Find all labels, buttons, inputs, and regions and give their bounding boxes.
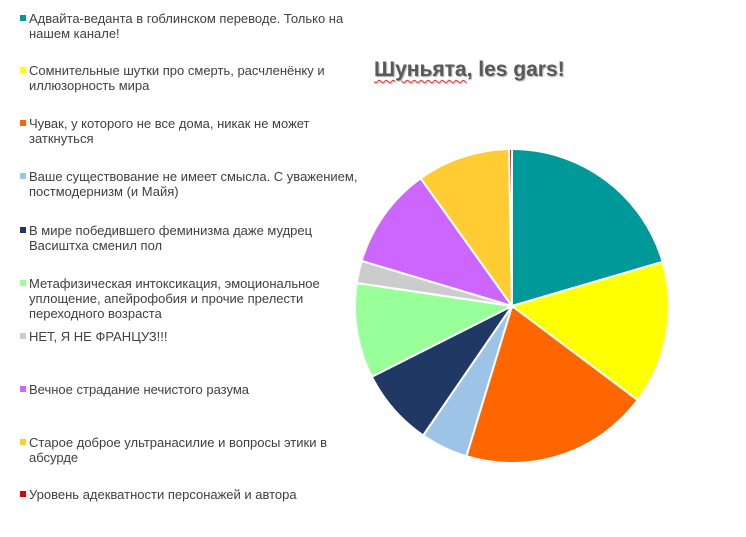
legend-swatch bbox=[20, 333, 26, 339]
legend-label: Уровень адекватности персонажей и автора bbox=[29, 487, 297, 502]
legend-label: В мире победившего феминизма даже мудрец… bbox=[29, 223, 313, 253]
chart-title: Шуньята, les gars! bbox=[374, 58, 565, 82]
legend-item: Вечное страдание нечистого разума bbox=[20, 382, 360, 397]
legend-swatch bbox=[20, 15, 26, 21]
legend-label: Адвайта-веданта в гоблинском переводе. Т… bbox=[29, 11, 344, 41]
legend-swatch bbox=[20, 280, 26, 286]
legend-item: Ваше существование не имеет смысла. С ув… bbox=[20, 169, 360, 199]
legend-item: Адвайта-веданта в гоблинском переводе. Т… bbox=[20, 11, 360, 41]
legend-swatch bbox=[20, 120, 26, 126]
legend-label: Сомнительные шутки про смерть, расчленён… bbox=[29, 63, 325, 93]
legend-item: Чувак, у которого не все дома, никак не … bbox=[20, 116, 360, 146]
legend-item: Сомнительные шутки про смерть, расчленён… bbox=[20, 63, 360, 93]
chart-title-rest: , les gars! bbox=[466, 58, 565, 81]
legend-label: Метафизическая интоксикация, эмоциональн… bbox=[29, 276, 320, 321]
legend-item: НЕТ, Я НЕ ФРАНЦУЗ!!! bbox=[20, 329, 360, 344]
legend-swatch bbox=[20, 386, 26, 392]
pie-slice bbox=[419, 148, 514, 310]
legend-swatch bbox=[20, 439, 26, 445]
pie-slice bbox=[360, 176, 515, 308]
legend-swatch bbox=[20, 173, 26, 179]
legend-item: Старое доброе ультранасилие и вопросы эт… bbox=[20, 435, 360, 465]
legend-label: Ваше существование не имеет смысла. С ув… bbox=[29, 169, 358, 199]
pie-slice bbox=[511, 147, 664, 308]
legend-swatch bbox=[20, 491, 26, 497]
legend-swatch bbox=[20, 227, 26, 233]
pie-slice bbox=[509, 260, 670, 402]
pie-slice bbox=[508, 147, 513, 307]
legend-label: Вечное страдание нечистого разума bbox=[29, 382, 250, 397]
pie-slice bbox=[465, 304, 640, 464]
legend-item: Метафизическая интоксикация, эмоциональн… bbox=[20, 276, 360, 321]
legend-item: Уровень адекватности персонажей и автора bbox=[20, 487, 360, 502]
legend-label: НЕТ, Я НЕ ФРАНЦУЗ!!! bbox=[29, 329, 168, 344]
legend-label: Старое доброе ультранасилие и вопросы эт… bbox=[29, 435, 327, 465]
pie-slice bbox=[354, 281, 516, 379]
chart-title-word: Шуньята bbox=[374, 58, 467, 81]
legend-label: Чувак, у которого не все дома, никак не … bbox=[29, 116, 310, 146]
legend-item: В мире победившего феминизма даже мудрец… bbox=[20, 223, 360, 253]
legend-swatch bbox=[20, 67, 26, 73]
